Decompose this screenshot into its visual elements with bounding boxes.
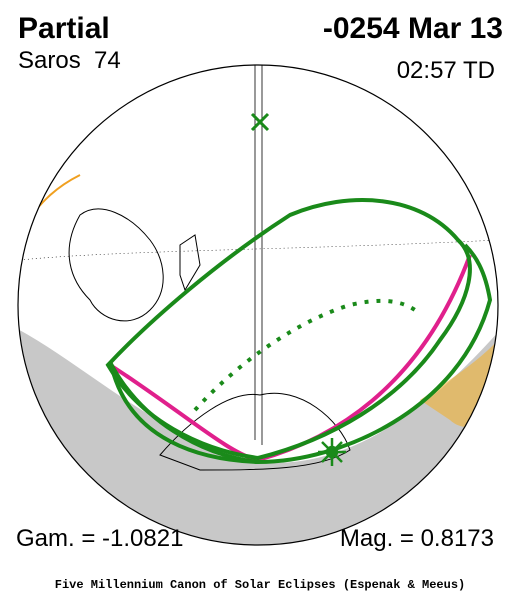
magnitude: Mag. = 0.8173 [340, 525, 494, 552]
australia [68, 208, 164, 322]
new-zealand [179, 234, 201, 292]
penumbra-limit [110, 367, 259, 464]
gamma: Gam. = -1.0821 [16, 525, 183, 552]
credit: Five Millennium Canon of Solar Eclipses … [55, 578, 465, 592]
globe-outline [17, 64, 499, 546]
eclipse-time: 02:57 TD [397, 57, 495, 84]
eclipse-type: Partial [18, 12, 110, 45]
penumbra-limit [105, 198, 472, 461]
sub-solar-point [250, 112, 270, 132]
max-eclipse-curve [193, 298, 417, 412]
antarctica [159, 392, 351, 471]
saros: Saros 74 [18, 47, 121, 74]
greatest-eclipse [318, 438, 346, 466]
penumbra-limit [108, 243, 493, 465]
eclipse-date: -0254 Mar 13 [323, 12, 503, 45]
